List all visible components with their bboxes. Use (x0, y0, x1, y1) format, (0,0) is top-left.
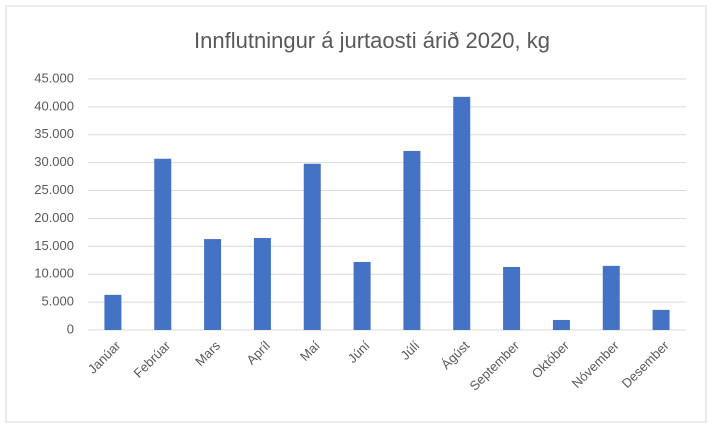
y-tick-label: 5.000 (41, 294, 74, 309)
bar (453, 96, 471, 330)
y-tick-label: 20.000 (34, 210, 74, 225)
y-tick-label: 40.000 (34, 98, 74, 113)
y-tick-label: 10.000 (34, 266, 74, 281)
y-tick-label: 45.000 (34, 70, 74, 85)
y-tick-label: 25.000 (34, 182, 74, 197)
y-tick-label: 0 (67, 321, 74, 336)
chart-border (5, 5, 707, 423)
bar (602, 265, 620, 330)
bar (403, 150, 421, 330)
bar (652, 309, 670, 330)
bar (353, 261, 371, 330)
bar (154, 158, 172, 330)
bar (303, 163, 321, 330)
y-tick-label: 30.000 (34, 154, 74, 169)
bar (503, 266, 521, 330)
bar (253, 237, 271, 330)
chart-title: Innflutningur á jurtaosti árið 2020, kg (194, 28, 550, 53)
y-tick-label: 15.000 (34, 238, 74, 253)
bar (204, 239, 222, 330)
y-tick-label: 35.000 (34, 126, 74, 141)
bar (104, 294, 122, 330)
bar (552, 319, 570, 330)
